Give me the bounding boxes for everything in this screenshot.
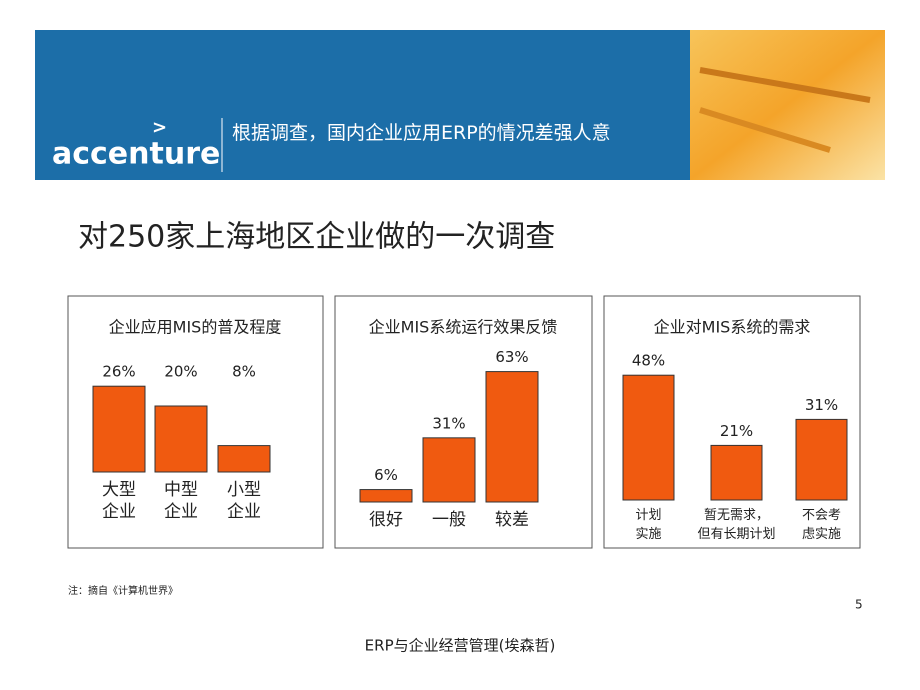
value-label: 21% bbox=[720, 422, 753, 440]
chart-title: 企业应用MIS的普及程度 bbox=[109, 318, 282, 337]
value-label: 31% bbox=[432, 414, 465, 432]
bar bbox=[359, 489, 413, 503]
chart-title: 企业MIS系统运行效果反馈 bbox=[369, 318, 558, 337]
category-label: 小型企业 bbox=[227, 480, 261, 522]
chart-box bbox=[67, 295, 324, 549]
header-title: 根据调查，国内企业应用ERP的情况差强人意 bbox=[232, 122, 611, 144]
logo-mark: > bbox=[152, 117, 167, 138]
bar bbox=[795, 418, 848, 501]
bar bbox=[154, 405, 208, 473]
category-label: 大型企业 bbox=[102, 480, 136, 522]
chart-box bbox=[603, 295, 861, 549]
bar bbox=[710, 444, 763, 501]
category-label: 不会考虑实施 bbox=[802, 508, 841, 542]
category-label: 计划实施 bbox=[635, 508, 661, 542]
category-label: 中型企业 bbox=[164, 480, 198, 522]
header-title-box: 根据调查，国内企业应用ERP的情况差强人意 bbox=[232, 122, 611, 144]
category-label: 一般 bbox=[432, 510, 466, 530]
value-label: 31% bbox=[805, 396, 838, 414]
value-label: 26% bbox=[102, 363, 135, 381]
bar bbox=[485, 371, 539, 503]
value-label: 20% bbox=[164, 363, 197, 381]
footer: ERP与企业经营管理(埃森哲) bbox=[365, 637, 556, 655]
bar bbox=[217, 445, 271, 473]
category-label: 较差 bbox=[495, 510, 529, 530]
category-label: 暂无需求，但有长期计划 bbox=[697, 508, 775, 542]
chart-title: 企业对MIS系统的需求 bbox=[654, 318, 811, 337]
chart-box bbox=[334, 295, 593, 549]
value-label: 63% bbox=[495, 348, 528, 366]
bar bbox=[422, 437, 476, 503]
logo: accenture bbox=[52, 137, 220, 172]
value-label: 8% bbox=[232, 363, 256, 381]
value-label: 6% bbox=[374, 466, 398, 484]
slide-title: 对250家上海地区企业做的一次调查 bbox=[78, 220, 555, 255]
header-image bbox=[690, 30, 885, 180]
category-label: 很好 bbox=[369, 510, 403, 530]
value-label: 48% bbox=[632, 352, 665, 370]
bar bbox=[92, 385, 146, 473]
pencil bbox=[699, 67, 871, 103]
note: 注：摘自《计算机世界》 bbox=[68, 584, 178, 597]
pencil bbox=[699, 107, 831, 153]
bar bbox=[622, 374, 675, 501]
page-number: 5 bbox=[855, 598, 863, 612]
